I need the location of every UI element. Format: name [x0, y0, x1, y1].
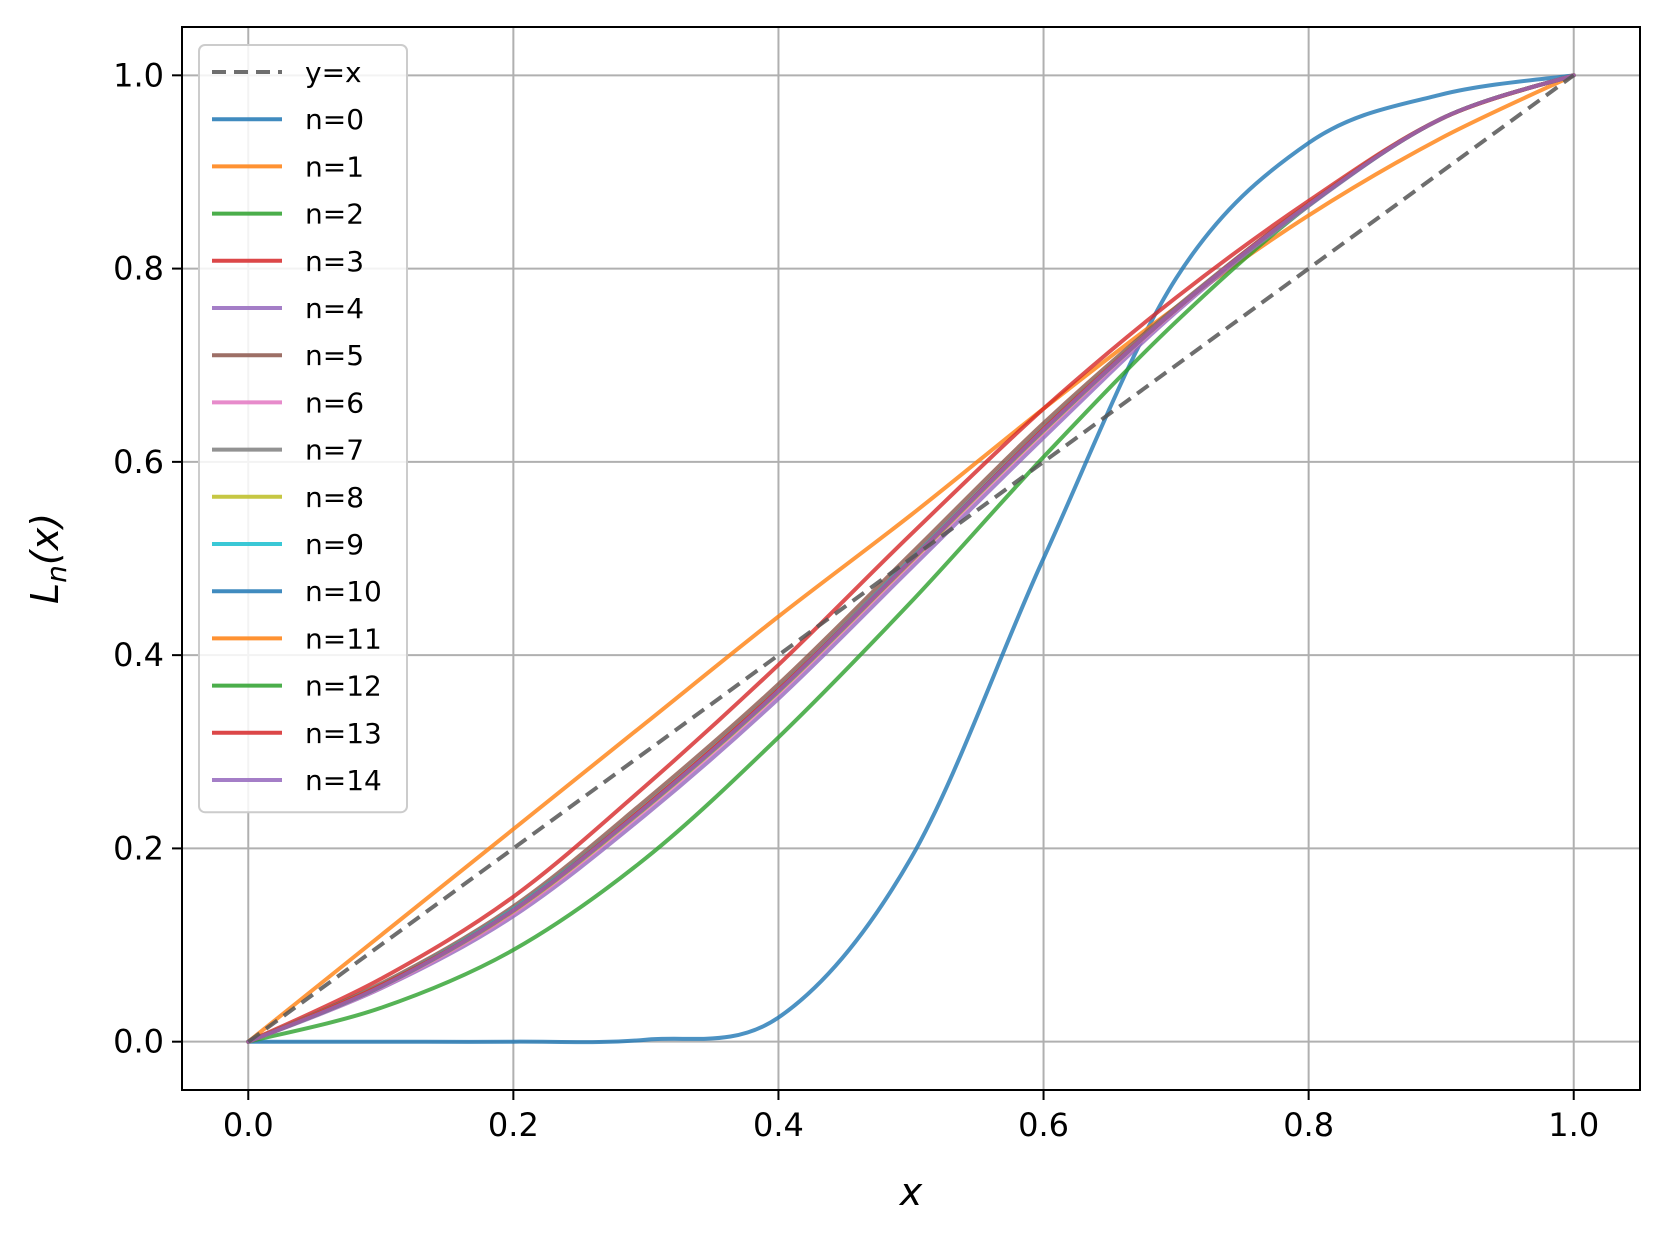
y-axis-label-subscript: n: [40, 565, 73, 583]
legend-label: n=6: [305, 386, 364, 419]
legend-label: n=5: [305, 339, 364, 372]
series-line-n=0: [246, 73, 1576, 1045]
x-tick-label: 1.0: [1548, 1106, 1599, 1144]
legend-label: n=4: [305, 292, 364, 325]
y-axis-label: Ln(x): [23, 513, 73, 604]
y-tick-label: 0.4: [113, 636, 164, 674]
grid: [182, 27, 1640, 1090]
legend-label: n=12: [305, 670, 382, 703]
series-line-y=x: [247, 73, 1575, 1044]
y-tick-label: 0.8: [113, 250, 164, 288]
legend-label: n=0: [305, 103, 364, 136]
x-tick-label: 0.0: [223, 1106, 274, 1144]
axis-ticks: 0.0 0.2 0.4 0.6 0.8 1.0 0.0 0.2 0.4 0.6 0.8 1.0: [113, 56, 1599, 1144]
x-tick-label: 0.4: [753, 1106, 804, 1144]
x-axis-label: x: [899, 1170, 923, 1214]
x-tick-label: 0.8: [1283, 1106, 1334, 1144]
legend-label: n=13: [305, 717, 382, 750]
legend-label: n=2: [305, 198, 364, 231]
legend-label: n=9: [305, 528, 364, 561]
legend-box: [198, 44, 408, 814]
x-tick-label: 0.6: [1018, 1106, 1069, 1144]
x-tick-label: 0.2: [488, 1106, 539, 1144]
y-tick-label: 0.0: [113, 1023, 164, 1061]
legend-label: n=3: [305, 245, 364, 278]
legend-label: n=11: [305, 622, 382, 655]
legend-label: n=1: [305, 150, 364, 183]
legend-label: n=10: [305, 575, 382, 608]
series-line-n=1: [246, 73, 1576, 1044]
y-tick-label: 0.2: [113, 829, 164, 867]
y-axis-label-base: L: [23, 583, 67, 604]
legend-label: n=8: [305, 481, 364, 514]
plot-series: [246, 73, 1576, 1045]
plot-frame: [181, 26, 1641, 1091]
legend-label: n=14: [305, 764, 382, 797]
y-axis-label-argument: (x): [23, 513, 67, 565]
legend: y=x n=0 n=1 n=2 n=3 n=4 n=5 n=6 n=7 n=8 n=9 n=10 n=1…: [198, 44, 408, 814]
legend-label: n=7: [305, 434, 364, 467]
legend-label: y=x: [305, 56, 362, 89]
y-tick-label: 0.6: [113, 443, 164, 481]
y-tick-label: 1.0: [113, 56, 164, 94]
